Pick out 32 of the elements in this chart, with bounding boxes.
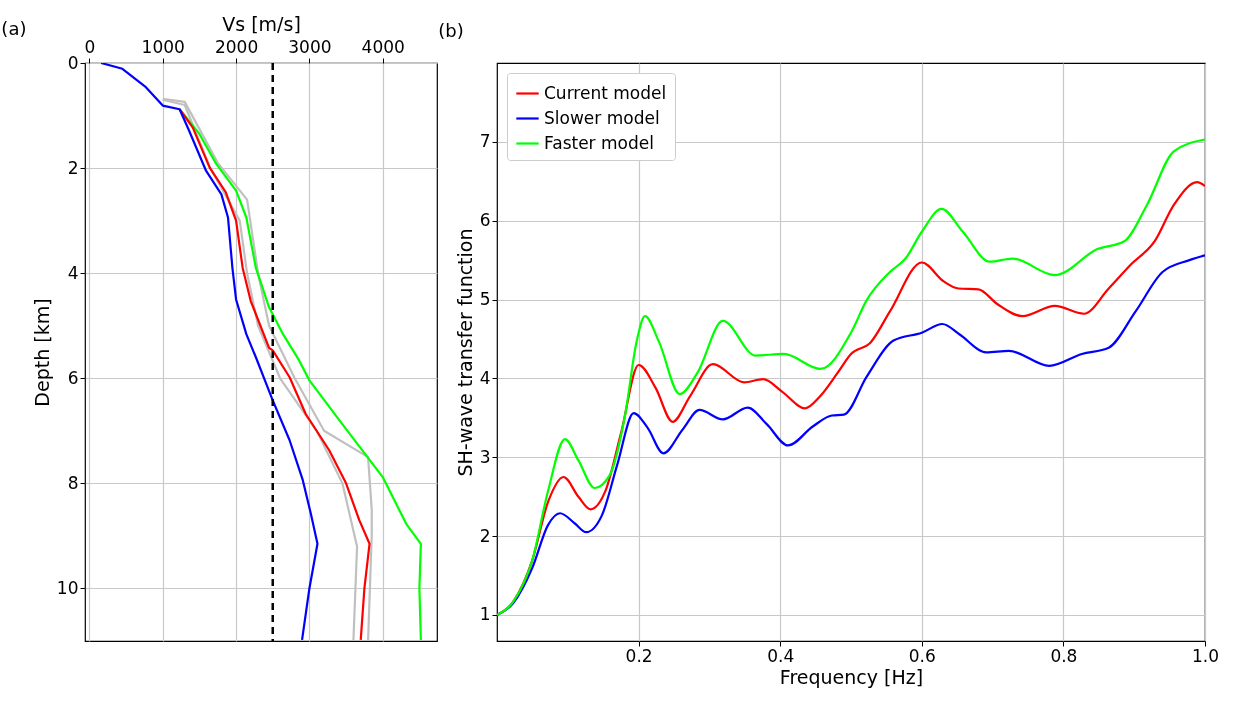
x-tick-label: 0.2 bbox=[625, 645, 653, 666]
x-tick-label: 0.4 bbox=[767, 645, 795, 666]
y-tick-label: 7 bbox=[479, 131, 491, 152]
chart-title: (b) bbox=[438, 20, 464, 41]
x-axis-title: Vs [m/s] bbox=[222, 12, 301, 35]
y-tick-label: 6 bbox=[479, 210, 491, 231]
x-tick-label: 0 bbox=[84, 36, 96, 57]
y-tick-label: 2 bbox=[479, 525, 491, 546]
chart-title: (a) bbox=[1, 18, 27, 39]
legend-label: Current model bbox=[544, 82, 667, 103]
y-tick-label: 4 bbox=[67, 262, 79, 283]
x-tick-label: 1000 bbox=[141, 36, 185, 57]
y-tick-label: 4 bbox=[479, 367, 491, 388]
x-tick-label: 4000 bbox=[361, 36, 405, 57]
y-axis-title: Depth [km] bbox=[30, 298, 53, 407]
x-tick-label: 0.6 bbox=[908, 645, 936, 666]
y-tick-label: 3 bbox=[479, 446, 491, 467]
legend-label: Slower model bbox=[544, 107, 660, 128]
y-tick-label: 0 bbox=[67, 52, 79, 73]
x-tick-label: 3000 bbox=[288, 36, 332, 57]
y-tick-label: 10 bbox=[56, 577, 79, 598]
y-tick-label: 5 bbox=[479, 289, 491, 310]
y-tick-label: 2 bbox=[67, 157, 79, 178]
y-tick-label: 6 bbox=[67, 367, 79, 388]
y-axis-title: SH-wave transfer function bbox=[453, 228, 476, 477]
x-tick-label: 2000 bbox=[214, 36, 259, 57]
x-tick-label: 1.0 bbox=[1191, 645, 1220, 666]
legend-label: Faster model bbox=[544, 132, 654, 153]
y-tick-label: 1 bbox=[479, 604, 491, 625]
y-tick-label: 8 bbox=[67, 472, 79, 493]
x-axis-title: Frequency [Hz] bbox=[779, 665, 924, 688]
x-tick-label: 0.8 bbox=[1050, 645, 1078, 666]
